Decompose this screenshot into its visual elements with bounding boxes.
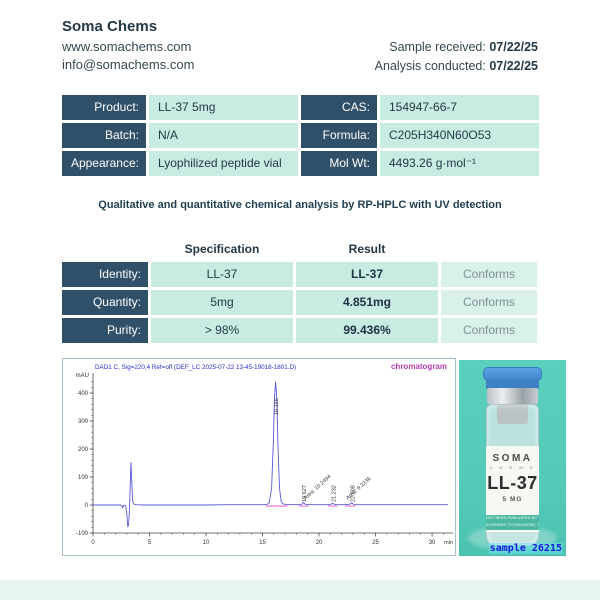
document-header: Soma Chems www.somachems.com info@somach…	[62, 18, 538, 76]
svg-text:mAU: mAU	[76, 373, 89, 379]
vial-cap-side	[486, 379, 539, 389]
vial-product-name: LL-37	[487, 473, 538, 493]
dates-block: Sample received: 07/22/25 Analysis condu…	[375, 18, 538, 76]
batch-label: Batch:	[62, 123, 146, 148]
chromatogram-panel: DAD1 C, Sig=220,4 Ref=off (DEF_LC 2025-0…	[62, 358, 456, 556]
formula-label: Formula:	[301, 123, 377, 148]
empty-header-cell	[62, 240, 148, 259]
analysis-conducted-label: Analysis conducted:	[374, 58, 490, 73]
sample-received-line: Sample received: 07/22/25	[375, 38, 538, 57]
appearance-value: Lyophilized peptide vial	[149, 151, 298, 176]
vial-photo: SOMA C H E M S LL-37 5 MG NOT BEEN EVALU…	[459, 360, 566, 556]
company-email: info@somachems.com	[62, 56, 195, 72]
vial-label: SOMA C H E M S LL-37 5 MG NOT BEEN EVALU…	[486, 446, 539, 532]
quantity-label: Quantity:	[62, 290, 148, 315]
identity-status: Conforms	[441, 262, 537, 287]
company-website: www.somachems.com	[62, 39, 192, 54]
product-value: LL-37 5mg	[149, 95, 298, 120]
bottom-accent-bar	[0, 580, 600, 600]
analysis-conducted-date: 07/22/25	[489, 58, 538, 73]
svg-text:10: 10	[203, 540, 210, 546]
svg-text:-100: -100	[76, 531, 89, 537]
svg-text:0: 0	[91, 540, 95, 546]
svg-text:400: 400	[78, 391, 89, 397]
formula-value: C205H340N60O53	[380, 123, 539, 148]
svg-text:300: 300	[78, 419, 89, 425]
identity-spec: LL-37	[151, 262, 293, 287]
svg-text:25: 25	[372, 540, 379, 546]
quantity-spec: 5mg	[151, 290, 293, 315]
vial-crimp-seal	[487, 388, 538, 404]
vial-dose-text: 5 MG	[502, 496, 523, 503]
empty-header-cell	[441, 240, 537, 259]
sample-caption: sample 26215	[488, 543, 563, 554]
company-name: Soma Chems	[62, 18, 158, 35]
svg-text:DAD1 C, Sig=220,4 Ref=off (DEF: DAD1 C, Sig=220,4 Ref=off (DEF_LC 2025-0…	[95, 364, 296, 371]
result-header: Result	[348, 242, 386, 256]
product-info-table: Product: LL-37 5mg CAS: 154947-66-7 Batc…	[62, 95, 539, 176]
vial-brand-sub-text: C H E M S	[489, 465, 536, 470]
cas-label: CAS:	[301, 95, 377, 120]
specification-header: Specification	[184, 242, 260, 256]
purity-result: 99.436%	[296, 318, 438, 343]
svg-text:22.908: 22.908	[350, 485, 356, 502]
identity-result: LL-37	[296, 262, 438, 287]
cas-value: 154947-66-7	[380, 95, 539, 120]
svg-text:Area: 9.2236: Area: 9.2236	[345, 476, 372, 502]
product-label: Product:	[62, 95, 146, 120]
svg-text:0: 0	[85, 503, 89, 509]
chromatogram-plot: DAD1 C, Sig=220,4 Ref=off (DEF_LC 2025-0…	[76, 362, 453, 546]
svg-text:18.627: 18.627	[302, 485, 308, 502]
vial-disclaimer-line1: NOT BEEN EVALUATED BY THE FOOD AND DRUG	[486, 515, 539, 520]
svg-text:16.155: 16.155	[274, 398, 280, 415]
molwt-label: Mol Wt:	[301, 151, 377, 176]
identity-label: Identity:	[62, 262, 148, 287]
quantity-status: Conforms	[441, 290, 537, 315]
purity-label: Purity:	[62, 318, 148, 343]
vial-disclaimer-line2: INTENDED TO DIAGNOSE, TREAT, CURE, OR PR…	[486, 521, 539, 527]
svg-text:21.232: 21.232	[331, 485, 337, 502]
purity-spec: > 98%	[151, 318, 293, 343]
svg-text:5: 5	[148, 540, 152, 546]
vial-disclaimer-strip: NOT BEEN EVALUATED BY THE FOOD AND DRUG …	[486, 515, 539, 530]
method-description: Qualitative and quantitative chemical an…	[98, 199, 502, 211]
svg-text:15: 15	[259, 540, 266, 546]
svg-text:100: 100	[78, 475, 89, 481]
svg-text:min: min	[444, 540, 453, 546]
svg-text:chromatogram: chromatogram	[391, 362, 447, 371]
batch-value: N/A	[149, 123, 298, 148]
vial-brand-text: SOMA	[492, 453, 533, 464]
analysis-conducted-line: Analysis conducted: 07/22/25	[375, 57, 538, 76]
appearance-label: Appearance:	[62, 151, 146, 176]
analysis-table: Specification Result Identity: LL-37 LL-…	[62, 240, 537, 343]
molwt-value: 4493.26 g·mol⁻¹	[380, 151, 539, 176]
svg-text:200: 200	[78, 447, 89, 453]
company-block: Soma Chems www.somachems.com info@somach…	[62, 18, 194, 76]
svg-text:30: 30	[429, 540, 436, 546]
sample-received-date: 07/22/25	[489, 40, 538, 54]
sample-received-label: Sample received:	[389, 40, 490, 54]
purity-status: Conforms	[441, 318, 537, 343]
quantity-result: 4.851mg	[296, 290, 438, 315]
svg-text:20: 20	[316, 540, 323, 546]
